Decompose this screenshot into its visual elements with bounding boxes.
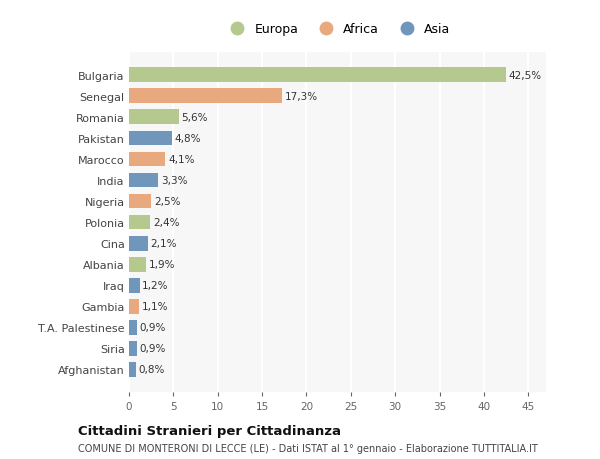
Bar (129, 362, 136, 377)
Text: 2,1%: 2,1% (150, 239, 177, 249)
Text: 0,9%: 0,9% (140, 323, 166, 333)
Bar (129, 278, 140, 293)
Bar (129, 215, 150, 230)
Text: 4,8%: 4,8% (174, 134, 201, 144)
Text: 42,5%: 42,5% (509, 71, 542, 81)
Text: 0,8%: 0,8% (139, 364, 165, 375)
Bar (129, 257, 146, 272)
Text: 4,1%: 4,1% (168, 155, 194, 165)
Bar (129, 194, 151, 209)
Bar (129, 299, 139, 314)
Bar (129, 320, 137, 335)
Legend: Europa, Africa, Asia: Europa, Africa, Asia (220, 18, 455, 41)
Text: 17,3%: 17,3% (285, 92, 318, 101)
Text: Cittadini Stranieri per Cittadinanza: Cittadini Stranieri per Cittadinanza (78, 424, 341, 437)
Bar (129, 110, 179, 125)
Text: 5,6%: 5,6% (181, 112, 208, 123)
Bar (129, 236, 148, 251)
Bar (129, 131, 172, 146)
Bar (129, 173, 158, 188)
Text: 2,4%: 2,4% (153, 218, 179, 228)
Text: 1,1%: 1,1% (142, 302, 168, 312)
Text: 3,3%: 3,3% (161, 176, 187, 185)
Bar (129, 341, 137, 356)
Bar (129, 152, 166, 167)
Text: COMUNE DI MONTERONI DI LECCE (LE) - Dati ISTAT al 1° gennaio - Elaborazione TUTT: COMUNE DI MONTERONI DI LECCE (LE) - Dati… (78, 443, 538, 453)
Text: 2,5%: 2,5% (154, 196, 181, 207)
Bar (129, 89, 283, 104)
Text: 1,2%: 1,2% (142, 280, 169, 291)
Text: 1,9%: 1,9% (149, 260, 175, 269)
Bar (129, 68, 506, 83)
Text: 0,9%: 0,9% (140, 344, 166, 353)
